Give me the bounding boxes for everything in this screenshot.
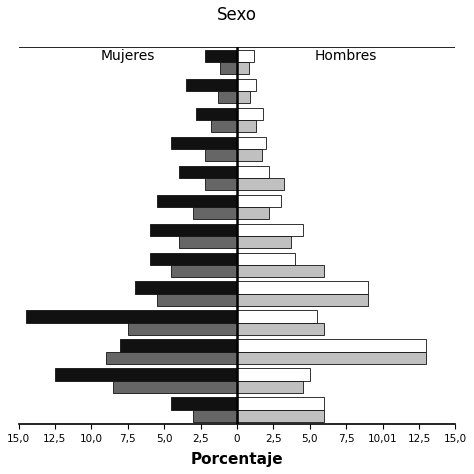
Bar: [193, 410, 237, 422]
Text: Hombres: Hombres: [315, 49, 377, 63]
Text: Mujeres: Mujeres: [100, 49, 155, 63]
Bar: [193, 207, 237, 219]
Bar: [237, 120, 256, 132]
Bar: [237, 282, 368, 293]
Bar: [237, 165, 269, 178]
Bar: [135, 282, 237, 293]
Bar: [211, 120, 237, 132]
Bar: [237, 149, 262, 161]
Bar: [237, 253, 295, 264]
Bar: [237, 381, 302, 393]
Bar: [205, 178, 237, 190]
Bar: [219, 62, 237, 74]
Bar: [120, 339, 237, 352]
Bar: [26, 310, 237, 323]
Bar: [157, 194, 237, 207]
Bar: [179, 236, 237, 248]
Bar: [237, 368, 310, 381]
Bar: [237, 50, 255, 62]
Bar: [237, 323, 324, 335]
Text: Sexo: Sexo: [217, 6, 257, 24]
Bar: [237, 178, 283, 190]
Bar: [113, 381, 237, 393]
X-axis label: Porcentaje: Porcentaje: [191, 452, 283, 467]
Bar: [55, 368, 237, 381]
Bar: [237, 310, 317, 323]
Bar: [237, 207, 269, 219]
Bar: [205, 149, 237, 161]
Bar: [237, 91, 250, 103]
Bar: [237, 137, 266, 149]
Bar: [237, 194, 281, 207]
Bar: [186, 79, 237, 91]
Bar: [157, 293, 237, 306]
Bar: [237, 410, 324, 422]
Bar: [237, 108, 263, 120]
Bar: [196, 108, 237, 120]
Bar: [150, 253, 237, 264]
Bar: [128, 323, 237, 335]
Bar: [237, 397, 324, 410]
Bar: [237, 293, 368, 306]
Bar: [179, 165, 237, 178]
Bar: [237, 224, 302, 236]
Bar: [172, 397, 237, 410]
Bar: [172, 264, 237, 277]
Bar: [237, 236, 291, 248]
Bar: [237, 79, 256, 91]
Bar: [172, 137, 237, 149]
Bar: [150, 224, 237, 236]
Bar: [106, 352, 237, 364]
Bar: [237, 352, 426, 364]
Bar: [237, 339, 426, 352]
Bar: [237, 264, 324, 277]
Bar: [218, 91, 237, 103]
Bar: [237, 62, 249, 74]
Bar: [205, 50, 237, 62]
